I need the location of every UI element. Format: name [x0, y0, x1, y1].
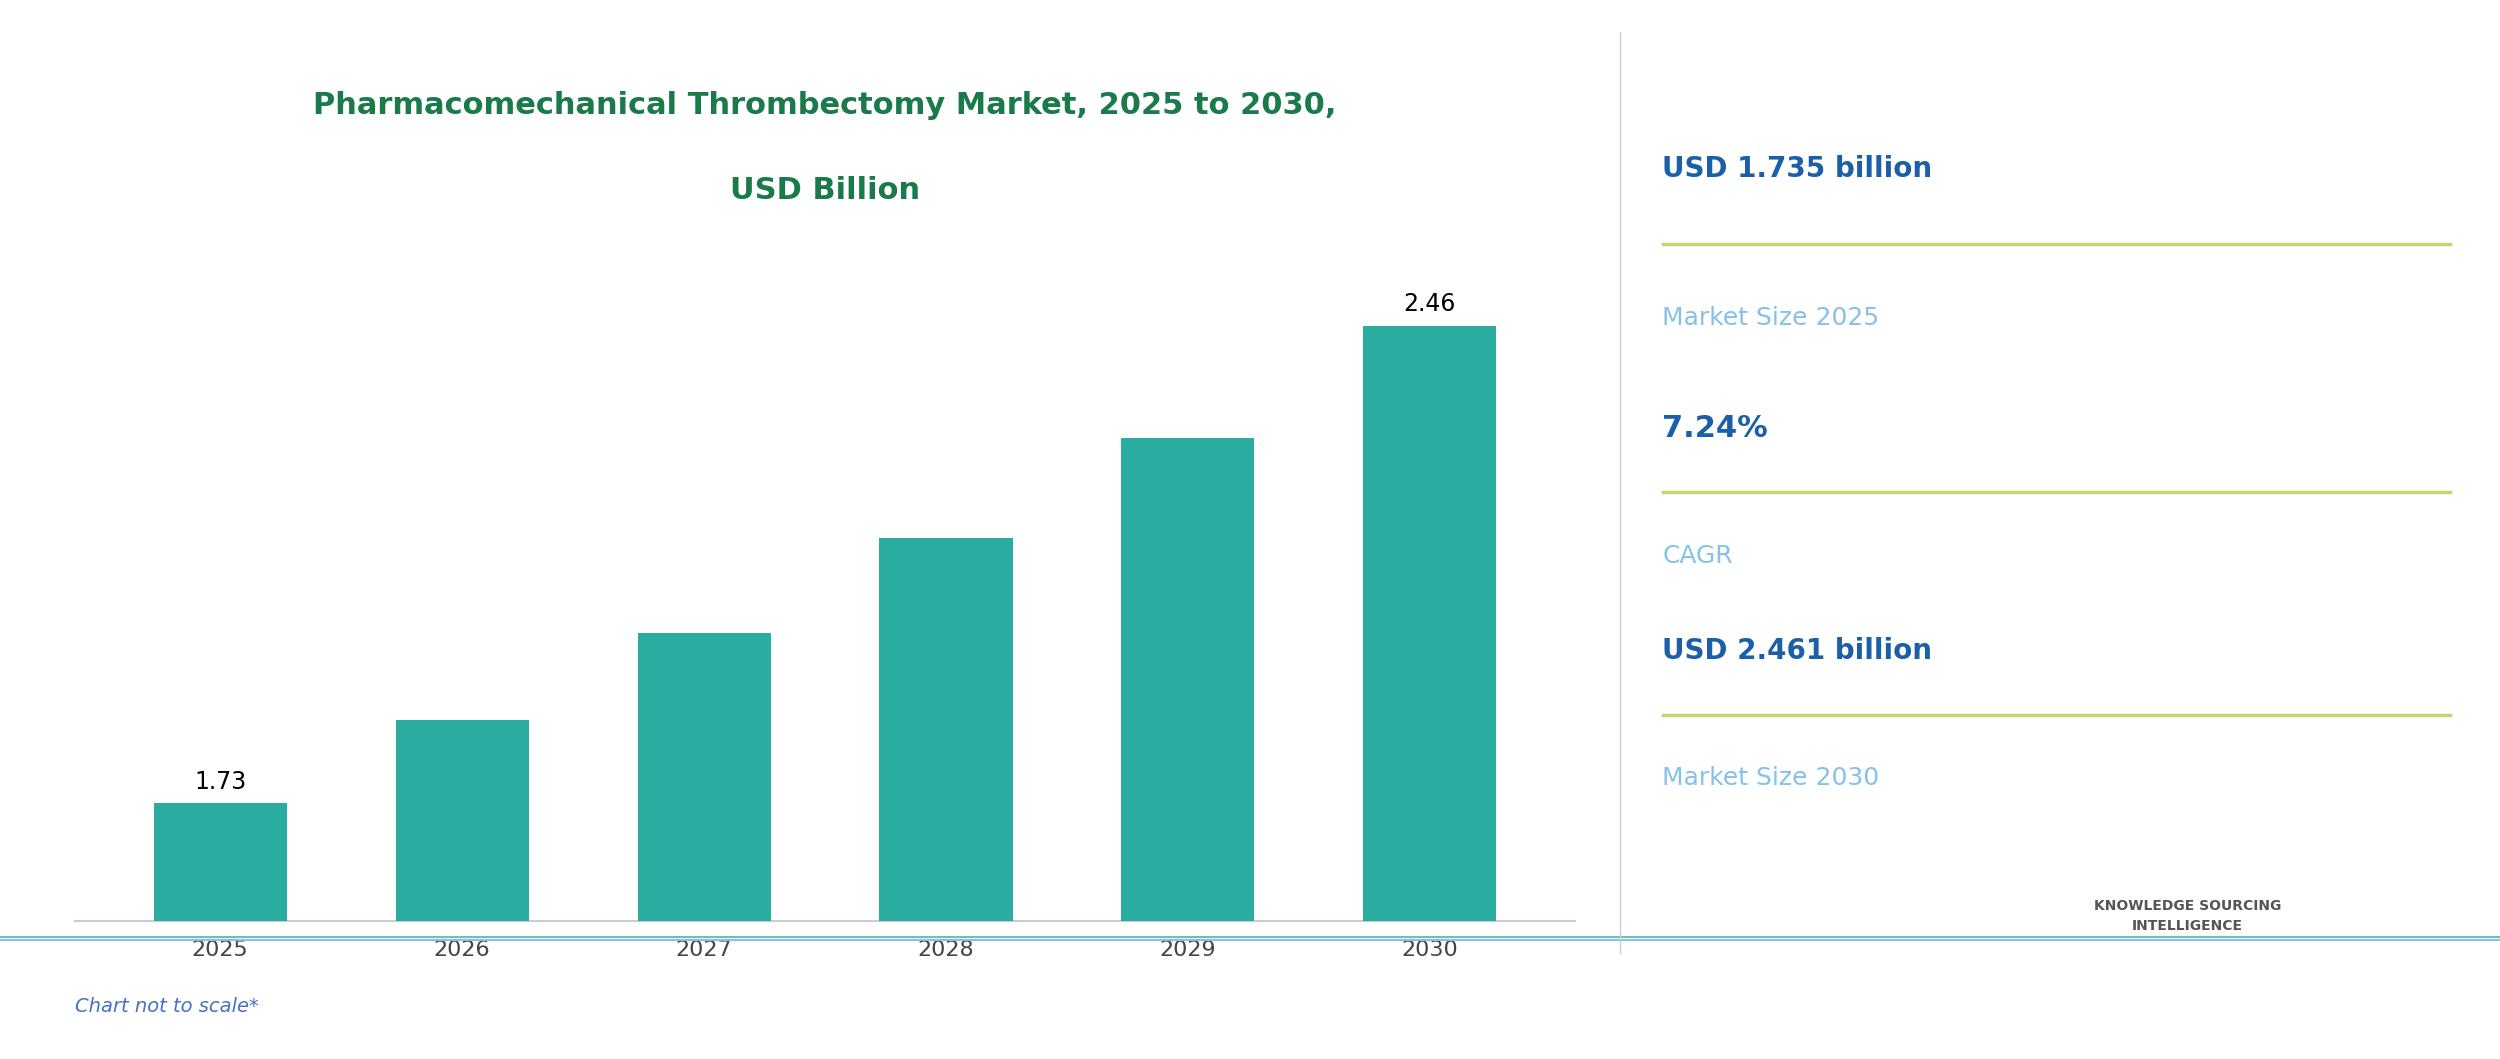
- Text: USD 2.461 billion: USD 2.461 billion: [1662, 638, 1932, 665]
- Text: USD Billion: USD Billion: [730, 176, 920, 205]
- Text: USD 1.735 billion: USD 1.735 billion: [1662, 156, 1932, 183]
- Bar: [1362, 325, 1497, 1059]
- Text: Pharmacomechanical Thrombectomy Market, 2025 to 2030,: Pharmacomechanical Thrombectomy Market, …: [312, 91, 1338, 121]
- Text: 7.24%: 7.24%: [1662, 414, 1767, 444]
- Bar: [395, 720, 528, 1059]
- Text: Chart not to scale*: Chart not to scale*: [75, 997, 260, 1016]
- Text: 2.46: 2.46: [1403, 292, 1455, 316]
- Bar: [1122, 437, 1255, 1059]
- Text: Market Size 2030: Market Size 2030: [1662, 767, 1880, 790]
- Bar: [638, 632, 770, 1059]
- Bar: [152, 804, 288, 1059]
- Text: KNOWLEDGE SOURCING
INTELLIGENCE: KNOWLEDGE SOURCING INTELLIGENCE: [2095, 899, 2280, 933]
- Text: 1.73: 1.73: [195, 770, 248, 793]
- Bar: [880, 538, 1013, 1059]
- Text: Market Size 2025: Market Size 2025: [1662, 306, 1880, 329]
- Text: CAGR: CAGR: [1662, 544, 1732, 568]
